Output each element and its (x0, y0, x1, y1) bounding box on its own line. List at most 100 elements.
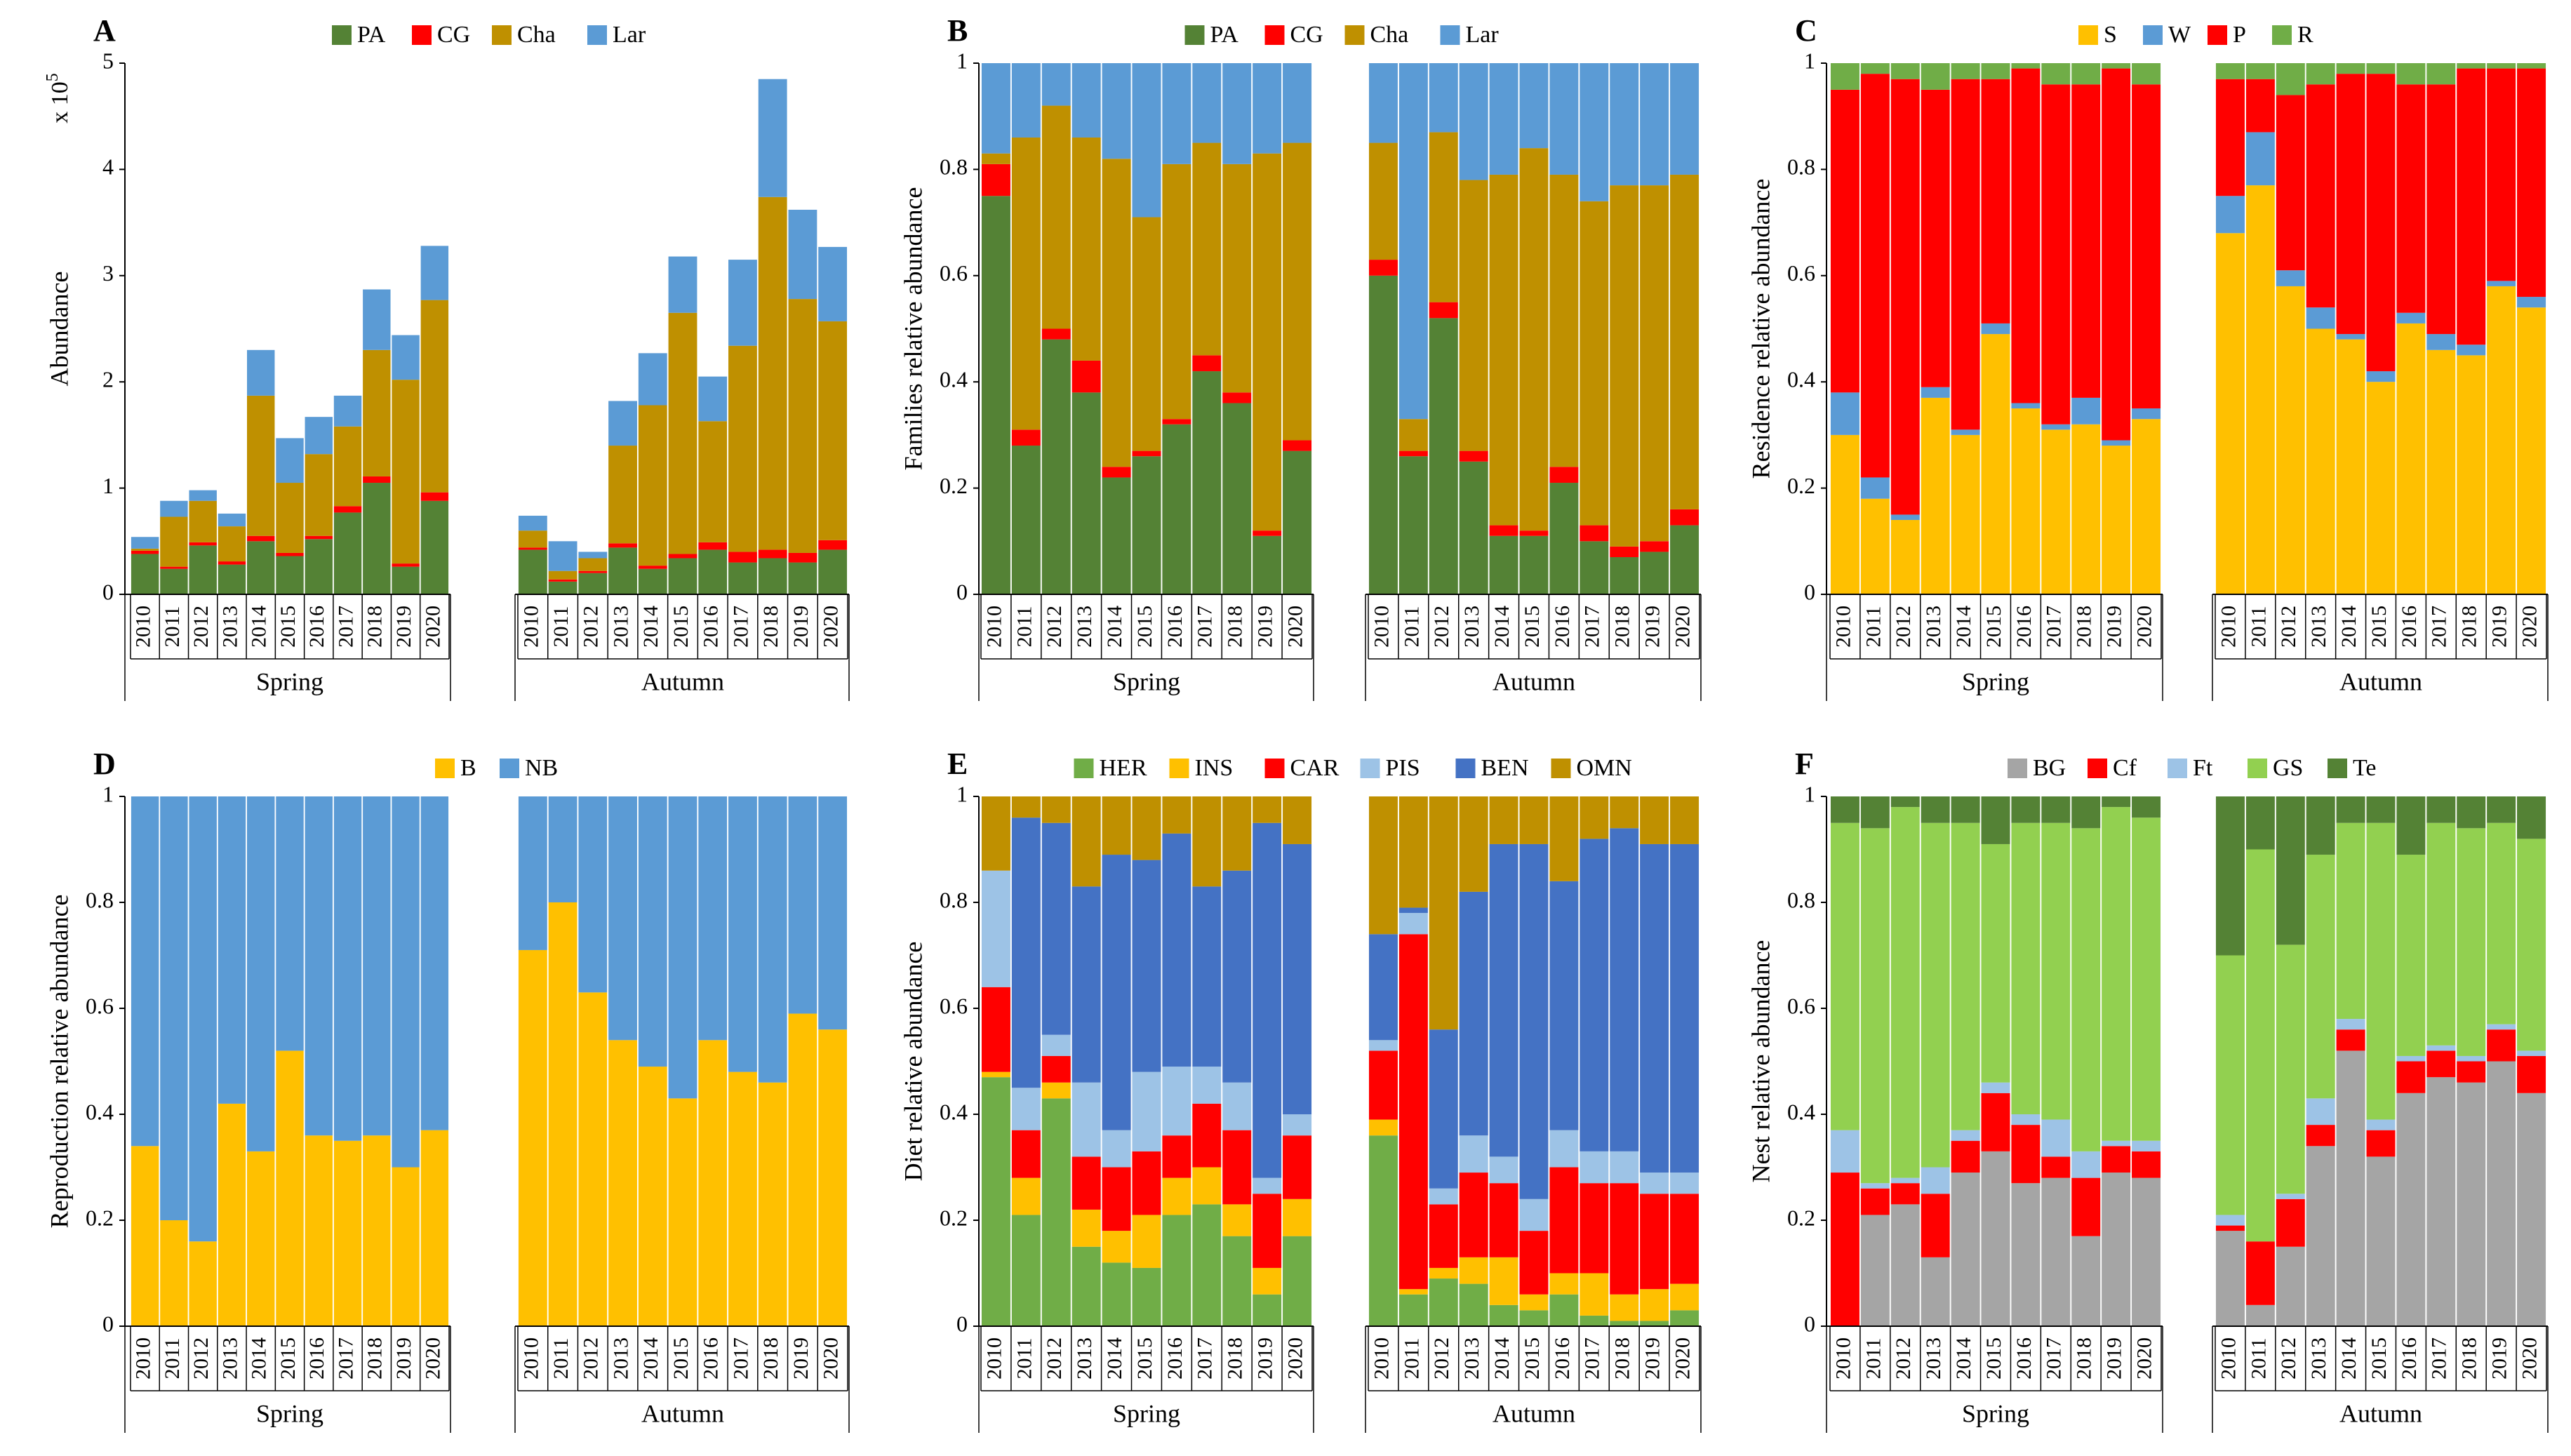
x-tick-label: 2016 (1163, 1337, 1187, 1380)
x-tick-label: 2017 (1194, 1337, 1217, 1380)
bar-ft-autumn-2015 (2366, 1119, 2396, 1130)
bar-pa-autumn-2012 (578, 573, 608, 594)
bar-cg-spring-2015 (1132, 450, 1161, 457)
bar-lar-spring-2018 (363, 289, 391, 350)
bar-cha-autumn-2014 (1489, 174, 1518, 526)
x-tick-label: 2013 (218, 1337, 241, 1380)
panel-label: E (947, 747, 968, 781)
x-tick-label: 2018 (363, 1337, 387, 1380)
x-tick-label: 2014 (248, 1337, 271, 1380)
bar-ft-autumn-2020 (2517, 1050, 2546, 1056)
bar-pa-spring-2016 (1162, 424, 1191, 594)
bar-s-spring-2020 (2132, 419, 2161, 594)
bar-ft-spring-2017 (2041, 1119, 2071, 1157)
legend-label-b: B (460, 755, 476, 781)
bar-lar-autumn-2019 (788, 209, 817, 300)
x-tick-label: 2019 (1641, 606, 1664, 648)
bar-pis-autumn-2014 (1489, 1156, 1518, 1184)
bar-w-autumn-2014 (2336, 334, 2365, 340)
bar-p-autumn-2017 (2426, 84, 2456, 335)
bar-lar-spring-2017 (333, 395, 362, 427)
bar-gs-autumn-2012 (2276, 944, 2305, 1194)
legend: PA CG Cha Lar (332, 22, 646, 48)
x-tick-label: 2010 (982, 1337, 1006, 1380)
bar-cha-autumn-2018 (1610, 185, 1639, 547)
bar-cha-autumn-2017 (728, 345, 757, 552)
bar-te-spring-2019 (2102, 796, 2131, 808)
bar-pa-autumn-2010 (1368, 275, 1398, 594)
bar-bg-autumn-2014 (2336, 1050, 2365, 1326)
x-tick-label: 2013 (1460, 606, 1483, 648)
x-tick-label: 2013 (609, 1337, 632, 1380)
bar-her-spring-2011 (1011, 1215, 1041, 1326)
bar-bg-spring-2015 (1981, 1151, 2010, 1326)
x-tick-label: 2020 (421, 1337, 444, 1380)
bar-b-autumn-2014 (638, 1067, 667, 1326)
bar-cg-autumn-2012 (1429, 302, 1458, 319)
bar-ben-spring-2012 (1041, 822, 1071, 1035)
x-tick-label: 2011 (549, 606, 573, 648)
x-tick-label: 2016 (2398, 606, 2421, 648)
bar-pa-spring-2015 (1132, 456, 1161, 594)
y-tick-label: 0.8 (940, 887, 968, 912)
x-tick-label: 2012 (580, 1337, 603, 1380)
y-tick-label: 1 (1804, 781, 1815, 806)
bar-cg-spring-2020 (1283, 440, 1312, 451)
bar-pis-spring-2017 (1192, 1067, 1222, 1104)
x-tick-label: 2015 (2368, 1337, 2391, 1380)
bar-car-autumn-2014 (1489, 1183, 1518, 1257)
bar-car-spring-2015 (1132, 1151, 1161, 1215)
legend-label-car: CAR (1290, 755, 1340, 781)
x-tick-label: 2017 (2043, 1337, 2066, 1380)
bar-s-spring-2011 (1860, 498, 1890, 594)
bar-pa-spring-2012 (189, 545, 217, 594)
bar-r-spring-2013 (1921, 63, 1950, 90)
bar-ft-spring-2015 (1981, 1082, 2010, 1093)
bar-pa-spring-2011 (160, 568, 188, 594)
bar-cha-spring-2014 (247, 395, 275, 536)
bar-pa-spring-2017 (1192, 371, 1222, 594)
y-tick-label: 3 (102, 260, 114, 286)
bar-te-autumn-2015 (2366, 796, 2396, 823)
bar-her-autumn-2011 (1398, 1294, 1428, 1326)
x-tick-label: 2017 (334, 606, 357, 648)
bar-lar-autumn-2010 (518, 515, 547, 531)
bar-lar-autumn-2018 (758, 79, 787, 197)
bar-cha-spring-2013 (1071, 137, 1101, 361)
bar-pa-spring-2011 (1011, 446, 1041, 594)
bar-ben-autumn-2012 (1429, 1029, 1458, 1189)
bar-cg-spring-2012 (189, 542, 217, 546)
bar-s-spring-2016 (2011, 408, 2041, 594)
bar-pis-autumn-2019 (1640, 1173, 1669, 1194)
bar-omn-spring-2011 (1011, 796, 1041, 818)
x-tick-label: 2015 (1521, 606, 1544, 648)
bar-pis-spring-2019 (1253, 1177, 1282, 1194)
panel-C: C S W P R 0 0.2 0.4 0.6 0.8 1 Residence relative ab… (1747, 13, 2549, 701)
bar-w-spring-2012 (1890, 514, 1920, 521)
bar-cha-spring-2018 (1222, 163, 1252, 393)
x-group-label: Autumn (641, 667, 724, 695)
x-tick-label: 2017 (2428, 606, 2451, 648)
bar-ins-autumn-2012 (1429, 1267, 1458, 1279)
bar-gs-autumn-2010 (2215, 955, 2245, 1215)
x-tick-label: 2014 (2337, 606, 2360, 648)
bar-ben-spring-2015 (1132, 860, 1161, 1072)
bar-bg-autumn-2011 (2245, 1304, 2275, 1326)
bar-ins-spring-2013 (1071, 1209, 1101, 1247)
x-group-label: Spring (1113, 667, 1180, 695)
x-tick-label: 2014 (1952, 606, 1975, 648)
bar-pa-spring-2019 (392, 566, 420, 594)
bar-her-spring-2015 (1132, 1267, 1161, 1326)
bar-nb-autumn-2013 (608, 796, 637, 1041)
legend-swatch-car (1264, 759, 1285, 778)
x-tick-label: 2017 (2043, 606, 2066, 648)
bar-ins-spring-2011 (1011, 1177, 1041, 1215)
legend-swatch-gs (2248, 759, 2267, 778)
bar-ins-spring-2018 (1222, 1204, 1252, 1236)
legend-swatch-her (1074, 759, 1094, 778)
bar-pis-autumn-2013 (1459, 1135, 1488, 1173)
bar-bg-spring-2019 (2102, 1173, 2131, 1326)
y-tick-label: 1 (102, 473, 114, 498)
y-tick-label: 0.2 (940, 1205, 968, 1230)
x-tick-label: 2011 (1862, 1338, 1885, 1380)
